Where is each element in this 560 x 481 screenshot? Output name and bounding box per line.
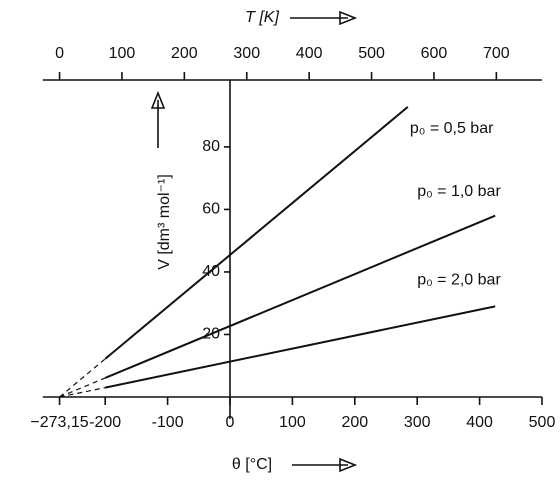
line-extrapolated — [59, 387, 106, 398]
x-tick-label: 300 — [404, 414, 431, 431]
line — [104, 214, 496, 379]
line-extrapolated — [59, 358, 106, 398]
x2-tick-label: 0 — [55, 45, 64, 62]
x-tick-label: -100 — [152, 414, 184, 431]
line — [104, 106, 409, 360]
line-extrapolated — [59, 377, 106, 398]
x2-tick-label: 100 — [109, 45, 136, 62]
x-axis-title: θ [°C] — [232, 456, 272, 473]
arrow — [290, 10, 358, 26]
arrow — [292, 457, 358, 473]
top-axis-title: T [K] — [245, 9, 279, 26]
y-axis-title: V [dm³ mol⁻¹] — [156, 174, 173, 270]
series-label: p₀ = 2,0 bar — [417, 272, 501, 289]
x2-tick-label: 200 — [171, 45, 198, 62]
series-label: p₀ = 0,5 bar — [410, 120, 494, 137]
x-tick-label: 100 — [279, 414, 306, 431]
y-tick-label: 60 — [202, 201, 220, 218]
arrow — [150, 90, 166, 148]
x-tick-label: 500 — [529, 414, 556, 431]
line — [104, 305, 496, 389]
x2-tick-label: 600 — [421, 45, 448, 62]
x-tick-label: -200 — [89, 414, 121, 431]
x2-tick-label: 400 — [296, 45, 323, 62]
x-tick-label: 0 — [226, 414, 235, 431]
series-label: p₀ = 1,0 bar — [417, 183, 501, 200]
x-tick-label: 400 — [466, 414, 493, 431]
x2-tick-label: 700 — [483, 45, 510, 62]
y-tick-label: 80 — [202, 138, 220, 155]
x2-tick-label: 300 — [233, 45, 260, 62]
x2-tick-label: 500 — [358, 45, 385, 62]
x-tick-label: −273,15 — [30, 414, 88, 431]
x-tick-label: 200 — [341, 414, 368, 431]
